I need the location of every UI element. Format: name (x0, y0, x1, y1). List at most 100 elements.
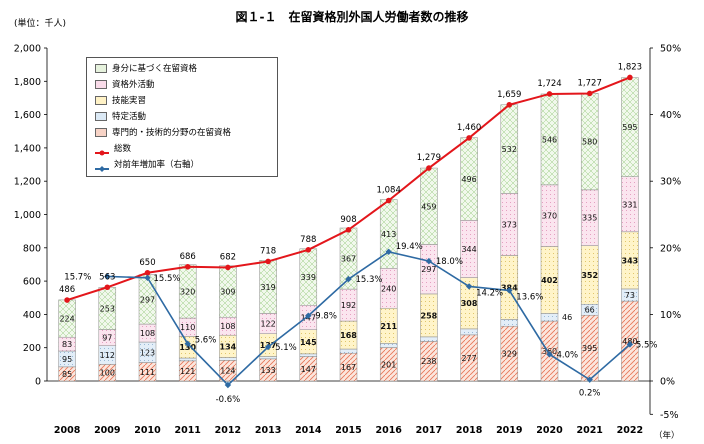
chart-title: 図１-１ 在留資格別外国人労働者数の推移 (235, 10, 469, 24)
bar-segment-specified (379, 343, 398, 348)
bar-segment-label: 329 (502, 350, 517, 359)
bar-segment-label: 46 (562, 313, 572, 322)
bar-segment-label: 253 (100, 304, 115, 313)
bar-segment-label: 344 (461, 245, 476, 254)
bar-segment-label: 238 (421, 357, 436, 366)
total-label: 718 (260, 246, 276, 256)
x-tick-label: 2011 (174, 425, 200, 436)
y2-tick-label: 50% (660, 44, 681, 55)
bar-segment-label: 133 (260, 366, 275, 375)
total-label: 1,084 (377, 186, 401, 196)
legend-item-specified: 特定活動 (95, 109, 146, 123)
total-label: 486 (59, 285, 75, 295)
legend-line-marker (95, 143, 109, 156)
bar-segment-label: 496 (461, 175, 476, 184)
y2-tick-label: 20% (660, 243, 681, 254)
bar-segment-label: 308 (461, 299, 478, 308)
bar-segment-specified (339, 348, 358, 354)
bar-segment-specified (500, 319, 519, 327)
bar-segment-specified (219, 357, 237, 361)
growth-point (345, 275, 352, 283)
growth-label: 18.0% (436, 257, 463, 267)
total-label: 908 (340, 215, 356, 225)
bar-segment-label: 240 (381, 284, 396, 293)
legend-item-trainee: 技能実習 (95, 93, 146, 107)
x-tick-label: 2016 (375, 425, 402, 436)
bar-segment-label: 66 (585, 306, 595, 315)
y-tick-label: 1,200 (14, 177, 41, 188)
growth-point (184, 340, 191, 347)
x-axis-unit-label: （年） (654, 430, 680, 441)
legend-item-extracurricular: 資格外活動 (95, 77, 155, 91)
bar-segment-label: 395 (582, 344, 597, 353)
growth-point (425, 257, 433, 265)
y-tick-label: 0 (35, 377, 41, 388)
bar-segment-label: 147 (301, 365, 316, 374)
growth-label: 15.3% (356, 275, 383, 285)
growth-label: -0.6% (216, 395, 241, 405)
segment-labels-group: 85 95 83 224 100 112 97 253 111 123 108 297 121 130 11… (59, 123, 638, 379)
y-tick-label: 400 (23, 310, 41, 321)
legend-swatch (95, 63, 107, 73)
x-tick-label: 2013 (255, 425, 281, 436)
growth-point (104, 273, 111, 280)
y-tick-label: 1,000 (14, 210, 41, 221)
legend-swatch (95, 79, 107, 89)
bar-segment-label: 167 (341, 363, 356, 372)
bar-segment-label: 339 (301, 273, 316, 282)
x-tick-label: 2008 (54, 425, 81, 436)
bar-segment-label: 108 (140, 329, 155, 338)
total-point (144, 269, 151, 276)
x-tick-label: 2020 (536, 425, 563, 436)
bar-segment-label: 145 (300, 338, 317, 347)
y-tick-label: 200 (23, 343, 41, 354)
growth-point (465, 283, 473, 290)
bar-segment-label: 97 (102, 334, 112, 343)
y2-tick-label: 10% (660, 310, 681, 321)
total-label: 1,279 (417, 153, 441, 163)
bar-segment-label: 320 (180, 287, 195, 296)
bar-segment-label: 335 (582, 214, 597, 223)
lines-group (64, 74, 634, 389)
growth-label: 15.7% (64, 272, 91, 282)
bar-segment-specified (460, 328, 478, 336)
growth-label: 15.5% (154, 274, 181, 284)
axes-group: (単位：千人) 0 200 400 600 800 1,000 1,200 1,400 1,600… (14, 17, 681, 441)
x-tick-label: 2015 (335, 425, 361, 436)
total-point (506, 101, 513, 108)
legend-swatch (95, 127, 107, 137)
y2-tick-label: 0% (660, 377, 675, 388)
bar-segment-label: 459 (421, 202, 436, 211)
bar-segment-label: 112 (100, 351, 115, 360)
bar-segment-label: 258 (421, 311, 438, 320)
legend-label: 技能実習 (112, 96, 147, 106)
bar-segment-label: 309 (220, 288, 235, 297)
bar-segment-label: 192 (341, 301, 356, 310)
bar-segment-label: 580 (582, 138, 597, 147)
bar-segment-label: 134 (220, 342, 237, 351)
y-tick-label: 2,000 (14, 44, 41, 55)
bar-segment-label: 352 (581, 271, 598, 280)
legend-swatch (95, 95, 107, 105)
growth-label: 13.6% (516, 292, 543, 302)
x-tick-label: 2012 (215, 425, 241, 436)
bar-segment-label: 100 (100, 369, 115, 378)
growth-point (626, 341, 634, 348)
bar-segment-label: 108 (220, 322, 235, 331)
y-tick-label: 1,400 (14, 143, 41, 154)
bar-segment-label: 343 (622, 256, 639, 265)
bar-segment-label: 73 (625, 291, 635, 300)
bar-segment-label: 122 (260, 320, 275, 329)
y-tick-label: 1,800 (14, 77, 41, 88)
total-label: 686 (180, 252, 196, 262)
total-label: 650 (139, 258, 155, 268)
bar-segment-label: 277 (461, 354, 476, 363)
y-tick-label: 600 (23, 277, 41, 288)
growth-label: 0.2% (579, 389, 601, 399)
total-point (305, 246, 312, 253)
bar-segment-label: 370 (542, 212, 557, 221)
legend-item-identity: 身分に基づく在留資格 (95, 61, 197, 75)
bar-segment-label: 413 (381, 230, 396, 239)
y-tick-label: 800 (23, 243, 41, 254)
